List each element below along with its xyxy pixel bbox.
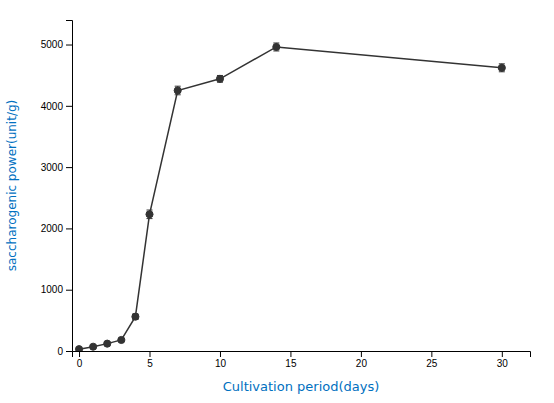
x-tick-mark bbox=[290, 351, 291, 357]
y-tick: 3000 bbox=[41, 162, 72, 173]
line bbox=[79, 47, 502, 349]
x-tick: 10 bbox=[215, 351, 227, 369]
y-tick-mark bbox=[66, 45, 72, 46]
error-bar bbox=[273, 43, 279, 51]
x-tick-label: 20 bbox=[356, 358, 368, 369]
y-tick: 0 bbox=[57, 346, 72, 357]
x-tick-label: 10 bbox=[215, 358, 227, 369]
y-axis-line bbox=[66, 21, 73, 352]
x-axis-title: Cultivation period(days) bbox=[223, 379, 380, 394]
error-bar bbox=[217, 75, 223, 82]
y-tick-label: 4000 bbox=[41, 101, 64, 112]
y-tick-mark bbox=[66, 290, 72, 291]
x-tick-mark bbox=[220, 351, 221, 357]
point bbox=[75, 346, 82, 351]
point bbox=[174, 87, 181, 94]
point bbox=[146, 211, 153, 218]
point bbox=[498, 64, 505, 71]
y-tick-mark bbox=[66, 167, 72, 168]
x-tick: 20 bbox=[356, 351, 368, 369]
x-tick: 0 bbox=[77, 351, 83, 369]
y-axis: 0 1000 2000 3000 4000 5000 bbox=[41, 21, 73, 357]
point bbox=[118, 336, 125, 343]
error-bar bbox=[132, 314, 138, 320]
x-tick-mark bbox=[361, 351, 362, 357]
point bbox=[216, 75, 223, 82]
point bbox=[90, 343, 97, 350]
x-tick-label: 15 bbox=[285, 358, 297, 369]
y-tick-label: 5000 bbox=[41, 39, 64, 50]
point bbox=[104, 340, 111, 347]
plot: 0 5 10 15 20 25 30 0 1000 2000 3000 4000 5000 Cultiva… bbox=[5, 21, 531, 395]
error-bar bbox=[499, 64, 505, 72]
x-axis-line bbox=[73, 352, 531, 358]
x-tick: 25 bbox=[426, 351, 438, 369]
x-tick: 5 bbox=[147, 351, 153, 369]
y-tick: 5000 bbox=[41, 39, 72, 50]
y-tick: 1000 bbox=[41, 284, 72, 295]
y-axis-title: saccharogenic power(unit/g) bbox=[5, 100, 19, 272]
x-tick-mark bbox=[431, 351, 432, 357]
x-tick: 15 bbox=[285, 351, 297, 369]
x-tick-label: 25 bbox=[426, 358, 438, 369]
point bbox=[132, 313, 139, 320]
series bbox=[75, 43, 505, 351]
error-bar bbox=[175, 86, 181, 95]
x-tick-label: 0 bbox=[77, 358, 83, 369]
y-tick-mark bbox=[66, 351, 72, 352]
x-tick-mark bbox=[502, 351, 503, 357]
marks bbox=[75, 43, 505, 351]
y-tick-mark bbox=[66, 106, 72, 107]
y-tick-label: 3000 bbox=[41, 162, 64, 173]
x-tick-label: 5 bbox=[147, 358, 153, 369]
y-tick-label: 2000 bbox=[41, 223, 64, 234]
error-bar bbox=[147, 210, 153, 219]
point bbox=[273, 43, 280, 50]
x-tick-label: 30 bbox=[497, 358, 509, 369]
x-axis: 0 5 10 15 20 25 30 bbox=[73, 351, 531, 369]
y-tick: 2000 bbox=[41, 223, 72, 234]
y-tick-label: 1000 bbox=[41, 284, 64, 295]
y-tick-label: 0 bbox=[57, 346, 63, 357]
x-tick-mark bbox=[150, 351, 151, 357]
y-tick: 4000 bbox=[41, 101, 72, 112]
y-tick-mark bbox=[66, 228, 72, 229]
x-tick-mark bbox=[79, 351, 80, 357]
chart: 0 5 10 15 20 25 30 0 1000 2000 3000 4000 5000 Cultiva… bbox=[0, 0, 554, 403]
x-tick: 30 bbox=[497, 351, 509, 369]
